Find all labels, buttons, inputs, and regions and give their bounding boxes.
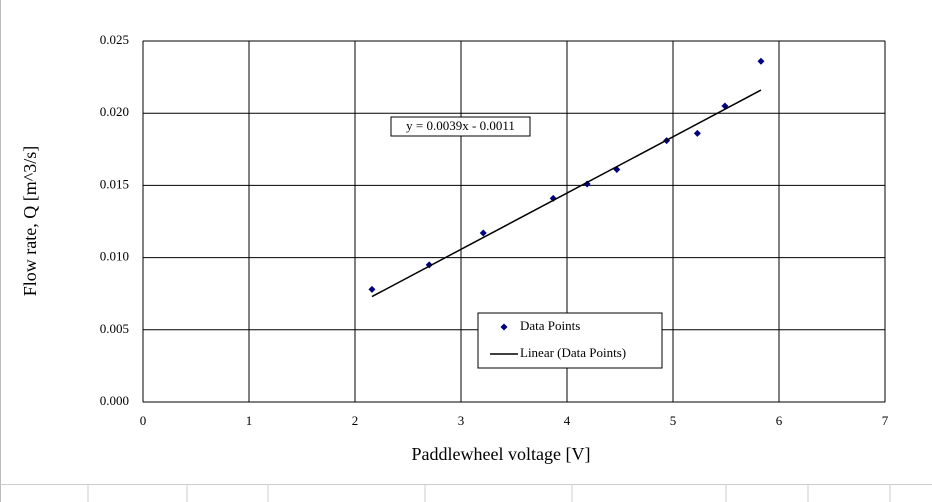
y-tick-label: 0.010 <box>100 249 129 264</box>
x-axis-title: Paddlewheel voltage [V] <box>412 444 591 464</box>
data-point <box>479 229 487 237</box>
data-point <box>368 285 376 293</box>
legend-swatch <box>500 323 508 331</box>
x-tick-label: 0 <box>140 413 147 428</box>
y-tick-label: 0.005 <box>100 321 129 336</box>
y-axis-title: Flow rate, Q [m^3/s] <box>20 146 40 296</box>
data-point <box>757 57 765 65</box>
data-point <box>693 129 701 137</box>
annotation: y = 0.0039x - 0.0011 <box>390 116 531 137</box>
annotation-text: y = 0.0039x - 0.0011 <box>406 118 515 133</box>
annotation-box <box>390 116 531 137</box>
y-tick-label: 0.015 <box>100 176 129 191</box>
legend-label: Linear (Data Points) <box>520 345 626 360</box>
legend: Data Points Linear (Data Points) <box>477 312 663 369</box>
y-tick-label: 0.025 <box>100 32 129 47</box>
trend-line <box>371 89 762 298</box>
table-cells <box>87 484 891 502</box>
x-tick-label: 7 <box>882 413 889 428</box>
y-tick-label: 0.020 <box>100 104 129 119</box>
x-tick-label: 1 <box>246 413 253 428</box>
x-tick-label: 3 <box>458 413 465 428</box>
y-tick-label: 0.000 <box>100 393 129 408</box>
x-tick-label: 2 <box>352 413 359 428</box>
legend-label: Data Points <box>520 318 580 333</box>
x-tick-label: 4 <box>564 413 571 428</box>
legend-box <box>477 312 663 369</box>
x-tick-label: 6 <box>776 413 783 428</box>
x-tick-label: 5 <box>670 413 677 428</box>
